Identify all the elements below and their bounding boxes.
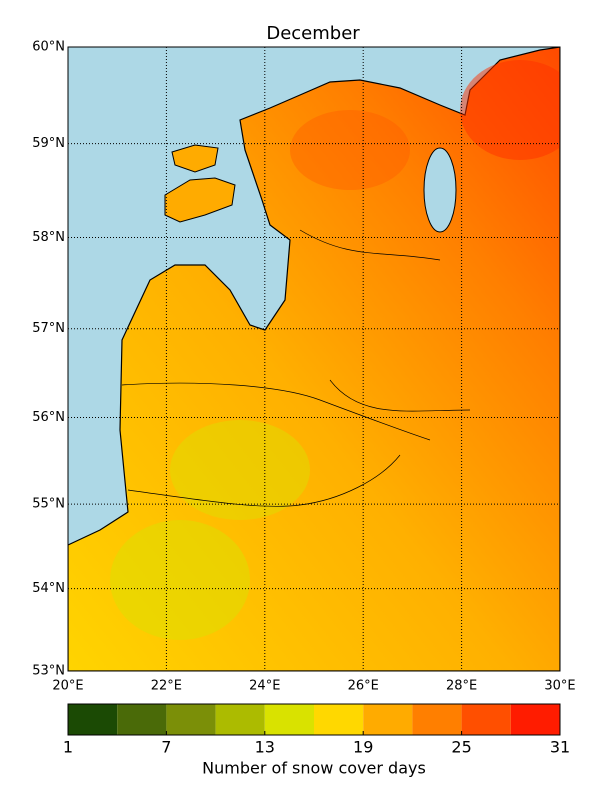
lake [423, 147, 457, 233]
x-tick-label: 22°E [151, 679, 182, 694]
x-tick-label: 20°E [52, 679, 83, 694]
y-tick-label: 54°N [32, 581, 65, 596]
y-tick-label: 57°N [32, 321, 65, 336]
colorbar-tick-label: 31 [550, 738, 570, 757]
colorbar-bin [117, 704, 167, 735]
colorbar-bin [68, 704, 118, 735]
colorbar-bin [166, 704, 216, 735]
colorbar-tick-label: 19 [353, 738, 373, 757]
x-tick-label: 24°E [249, 679, 280, 694]
x-tick-label: 28°E [446, 679, 477, 694]
colorbar-bin [264, 704, 314, 735]
colorbar-bin [510, 704, 560, 735]
colorbar-bin [461, 704, 511, 735]
border [121, 229, 471, 507]
colorbar-tick-label: 25 [451, 738, 471, 757]
y-tick-label: 60°N [32, 40, 65, 55]
patch [170, 420, 310, 520]
colorbar-tick-label: 1 [63, 738, 73, 757]
y-tick-label: 58°N [32, 230, 65, 245]
island [164, 177, 236, 223]
x-tick-label: 30°E [544, 679, 575, 694]
patch [110, 520, 250, 640]
colorbar-label: Number of snow cover days [202, 759, 426, 778]
y-tick-label: 53°N [32, 664, 65, 679]
x-tick-label: 26°E [348, 679, 379, 694]
colorbar-frame [67, 703, 561, 736]
y-tick-label: 55°N [32, 497, 65, 512]
y-tick-label: 56°N [32, 410, 65, 425]
colorbar-bin [314, 704, 364, 735]
y-tick-label: 59°N [32, 136, 65, 151]
patch [290, 110, 410, 190]
colorbar-bin [215, 704, 265, 735]
patch [460, 60, 560, 160]
colorbar-bin [363, 704, 413, 735]
colorbar-tick-label: 7 [161, 738, 171, 757]
chart-title: December [266, 23, 360, 44]
colorbar-tick-label: 13 [255, 738, 275, 757]
map [68, 47, 560, 671]
colorbar-bin [412, 704, 462, 735]
island [171, 144, 219, 173]
